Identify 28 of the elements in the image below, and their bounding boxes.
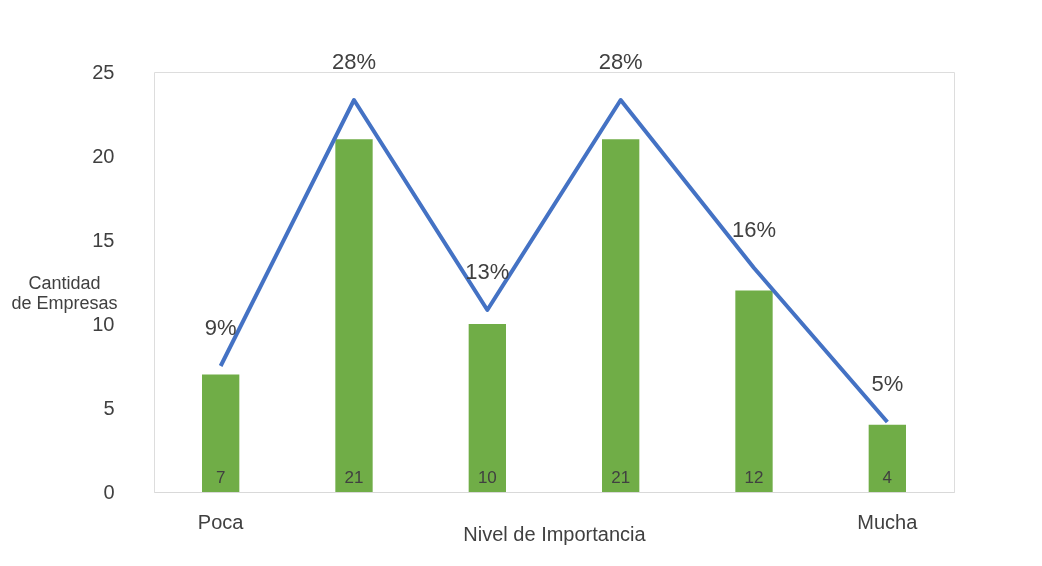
y-tick-label: 25 <box>92 60 115 83</box>
y-tick-label: 20 <box>92 144 115 167</box>
data-label: 28% <box>598 49 643 74</box>
data-label: 4 <box>882 468 893 487</box>
x-tick-label: Mucha <box>857 510 919 533</box>
data-label: 21 <box>611 468 631 487</box>
y-tick-label: 5 <box>103 396 115 419</box>
bar <box>868 424 906 492</box>
data-label: 10 <box>477 468 497 487</box>
y-tick-label: 10 <box>92 312 115 335</box>
x-tick-label: Poca <box>197 510 245 533</box>
data-label: 5% <box>871 371 904 396</box>
data-label: 16% <box>731 217 777 242</box>
bar <box>735 290 773 492</box>
bar <box>468 324 506 492</box>
y-axis-title: Cantidad de Empresas <box>11 272 118 313</box>
data-label: 13% <box>465 259 510 284</box>
y-tick-label: 15 <box>92 228 115 251</box>
bar <box>602 139 640 492</box>
bar <box>202 374 240 492</box>
data-label: 9% <box>204 315 237 340</box>
x-axis-title: Nivel de Importancia <box>463 522 647 545</box>
bar <box>335 139 373 492</box>
y-tick-label: 0 <box>103 480 115 503</box>
data-label: 7 <box>215 468 226 487</box>
data-label: 21 <box>344 468 364 487</box>
data-label: 12 <box>744 468 764 487</box>
data-label: 28% <box>331 49 377 74</box>
